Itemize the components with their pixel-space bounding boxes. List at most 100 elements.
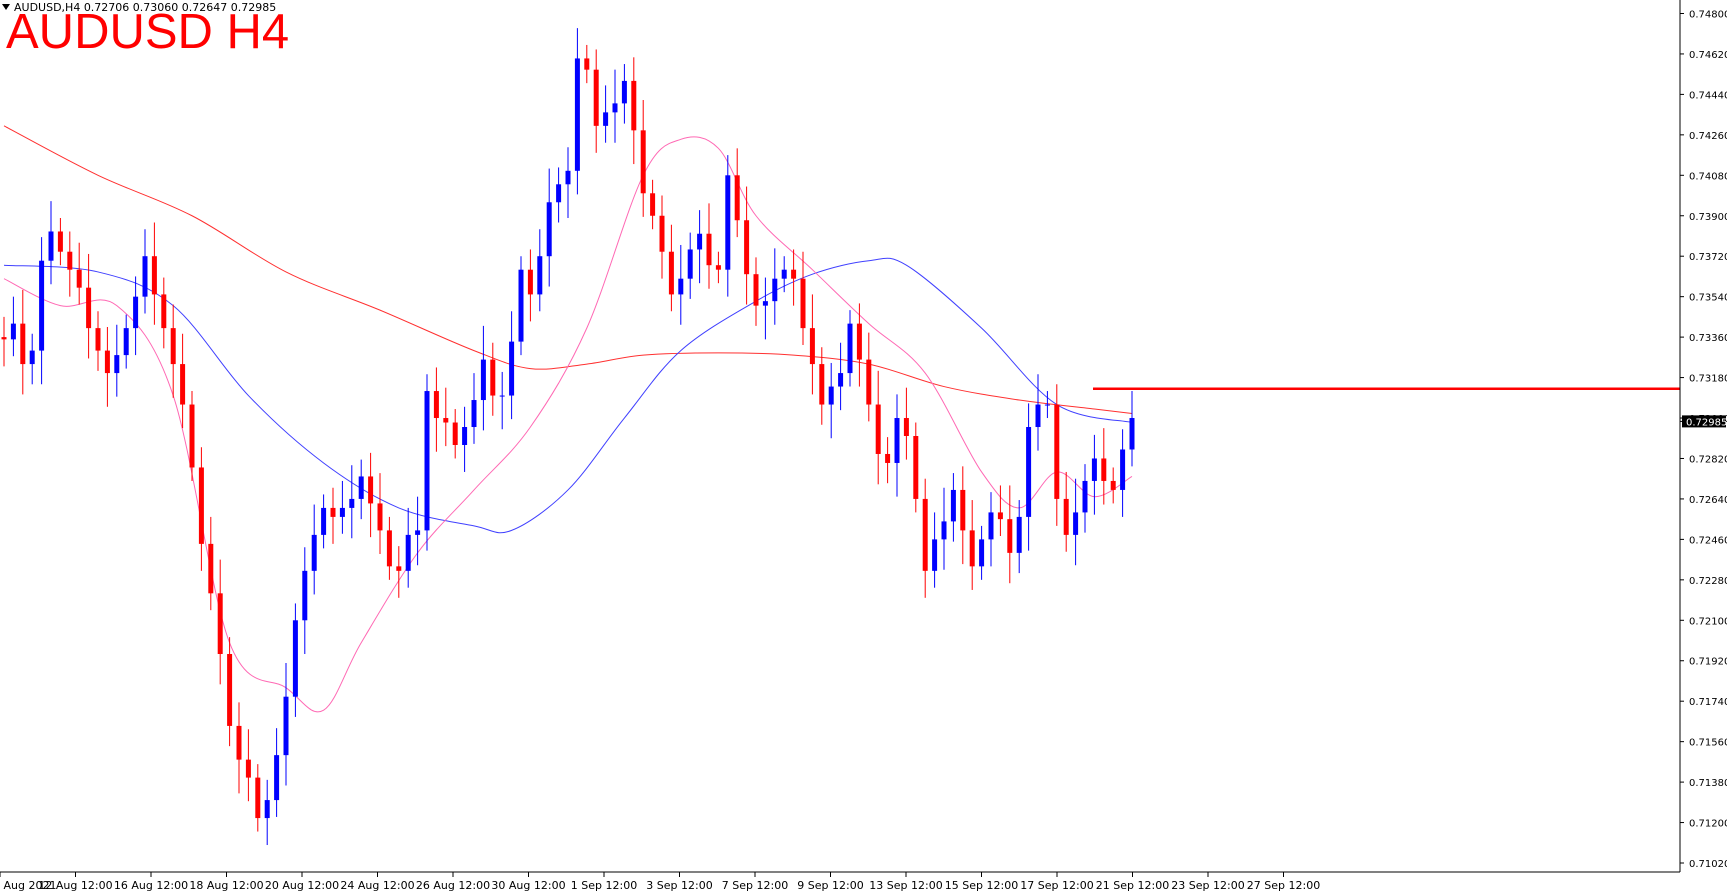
candle	[988, 492, 994, 567]
candle-body	[104, 350, 110, 374]
candle-body	[527, 269, 533, 295]
x-tick-label: 26 Aug 12:00	[416, 879, 490, 892]
candle	[142, 229, 148, 314]
chart-title: AUDUSD H4	[6, 5, 290, 59]
y-tick-label: 0.72640	[1689, 495, 1727, 506]
y-tick-label: 0.72100	[1689, 616, 1727, 627]
candle-body	[245, 759, 251, 778]
candle-body	[565, 170, 571, 185]
candle-body	[1129, 418, 1135, 450]
candle	[48, 201, 54, 285]
candle-body	[86, 287, 92, 329]
candle-body	[1120, 449, 1126, 490]
candle-body	[678, 278, 684, 295]
y-tick-label: 0.72280	[1689, 576, 1727, 587]
candle	[1082, 464, 1088, 533]
candle-body	[866, 359, 872, 405]
candle-body	[687, 249, 693, 279]
candle	[1035, 374, 1041, 451]
candle-body	[1054, 404, 1060, 499]
candle-body	[170, 328, 176, 365]
candle-body	[979, 539, 985, 567]
candle	[772, 248, 778, 325]
y-tick-label: 0.71920	[1689, 657, 1727, 668]
x-tick-label: 21 Sep 12:00	[1096, 879, 1169, 892]
candle	[687, 232, 693, 299]
candle-body	[988, 512, 994, 540]
candle	[847, 310, 853, 387]
candle	[979, 525, 985, 580]
dropdown-triangle-icon[interactable]	[2, 4, 10, 10]
candle	[537, 229, 543, 312]
candle	[274, 728, 280, 817]
x-tick-label: 12 Aug 12:00	[38, 879, 112, 892]
candle	[903, 387, 909, 460]
candle-body	[574, 58, 580, 171]
candle	[57, 218, 63, 266]
y-tick-label: 0.71740	[1689, 697, 1727, 708]
candle-body	[29, 350, 35, 365]
candle-body	[161, 294, 167, 329]
candle-body	[123, 328, 129, 356]
candle	[697, 210, 703, 284]
y-tick-label: 0.72460	[1689, 535, 1727, 546]
x-tick-label: 27 Sep 12:00	[1247, 879, 1320, 892]
last-price-tag	[1682, 415, 1726, 428]
candle-body	[903, 418, 909, 436]
candle	[245, 729, 251, 802]
candle-body	[1101, 458, 1107, 481]
candle-body	[20, 323, 26, 365]
candle	[170, 304, 176, 398]
candle-body	[39, 260, 45, 351]
candle-body	[932, 539, 938, 571]
candle	[443, 387, 449, 447]
candle-body	[180, 364, 186, 405]
candles	[1, 28, 1135, 846]
candle-body	[1, 337, 7, 340]
y-tick-label: 0.74800	[1689, 9, 1727, 20]
candle	[856, 303, 862, 387]
candle	[1044, 391, 1050, 419]
candle	[311, 504, 317, 595]
candle	[490, 342, 496, 416]
candle-body	[556, 184, 562, 203]
candle-body	[1110, 480, 1116, 490]
candle	[462, 406, 468, 472]
symbol-info-bar[interactable]: AUDUSD,H4 0.72706 0.73060 0.72647 0.7298…	[2, 1, 276, 14]
x-tick-label: 24 Aug 12:00	[340, 879, 414, 892]
candle-body	[706, 233, 712, 266]
candle-body	[311, 534, 317, 571]
candle-body	[198, 467, 204, 544]
candle-body	[471, 400, 477, 428]
candle-body	[1016, 516, 1022, 553]
candle-body	[603, 112, 609, 126]
candle	[527, 249, 533, 322]
candle	[208, 516, 214, 611]
candle	[123, 314, 129, 369]
candle-body	[697, 233, 703, 250]
candle	[424, 374, 430, 551]
candle-body	[631, 80, 637, 131]
candle	[189, 391, 195, 481]
candle-body	[274, 755, 280, 801]
candle	[621, 64, 627, 124]
candle	[753, 257, 759, 326]
candle-body	[264, 800, 270, 819]
candle	[950, 473, 956, 542]
candle	[762, 277, 768, 340]
candle	[744, 186, 750, 305]
y-tick-label: 0.73900	[1689, 212, 1727, 223]
y-tick-label: 0.74620	[1689, 50, 1727, 61]
candle-body	[1044, 404, 1050, 406]
candle	[198, 447, 204, 571]
candle-body	[480, 359, 486, 401]
candle-body	[546, 202, 552, 257]
candle	[377, 473, 383, 554]
candle-body	[396, 566, 402, 571]
candle	[1073, 478, 1079, 566]
candle	[941, 487, 947, 570]
candle-body	[57, 231, 63, 252]
y-tick-label: 0.73360	[1689, 333, 1727, 344]
